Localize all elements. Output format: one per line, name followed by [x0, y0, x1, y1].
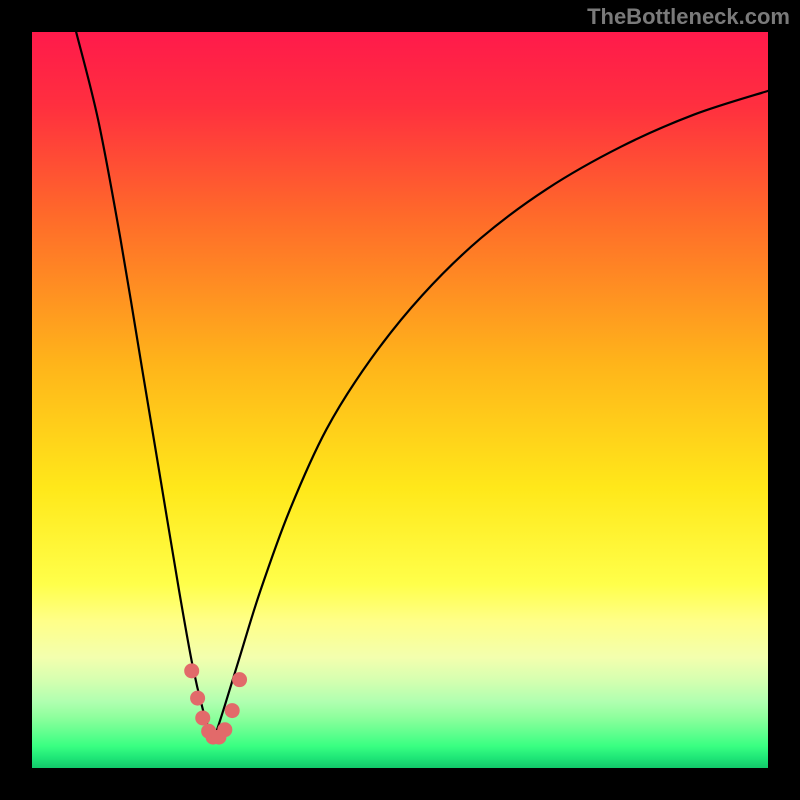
dip-marker: [225, 703, 240, 718]
dip-marker: [195, 710, 210, 725]
plot-area: [32, 32, 768, 768]
dip-marker: [190, 691, 205, 706]
dip-marker: [184, 663, 199, 678]
dip-marker: [217, 722, 232, 737]
watermark-text: TheBottleneck.com: [587, 4, 790, 30]
dip-markers: [184, 663, 247, 744]
curve-layer: [32, 32, 768, 768]
dip-marker: [232, 672, 247, 687]
bottleneck-curve: [76, 32, 768, 742]
